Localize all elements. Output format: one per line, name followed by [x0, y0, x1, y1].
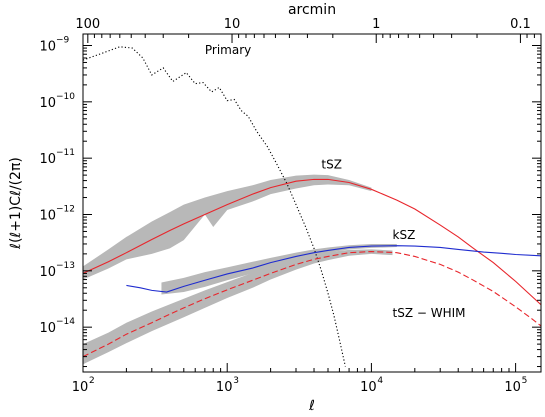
plot-frame: [82, 33, 542, 373]
y-tick-label-5: 10: [39, 321, 56, 336]
x-tick-label-3: 10: [504, 380, 521, 395]
y-tick-label-0: 10: [39, 39, 56, 54]
series-label-1: tSZ: [321, 158, 342, 172]
y-tick-label-4: 10: [39, 265, 56, 280]
y-tick-label-2: 10: [39, 152, 56, 167]
y-tick-exp-4: −13: [56, 261, 75, 271]
y-tick-exp-3: −12: [56, 204, 75, 214]
y-tick-exp-1: −10: [56, 92, 75, 102]
x-tick-exp-1: 3: [233, 376, 239, 386]
y-tick-label-3: 10: [39, 208, 56, 223]
y-tick-exp-0: −9: [56, 35, 70, 45]
band-kSZ-scatter: [161, 243, 397, 295]
x-tick-exp-0: 2: [89, 376, 95, 386]
series-line-3: [83, 250, 541, 358]
x-tick-label-2: 10: [360, 380, 377, 395]
y-tick-exp-5: −14: [56, 317, 75, 327]
x-tick-exp-3: 5: [522, 376, 528, 386]
x-axis-label: ℓ: [308, 398, 315, 414]
top-tick-label-1: 10: [224, 17, 241, 32]
y-tick-exp-2: −11: [56, 148, 75, 158]
top-tick-label-3: 0.1: [510, 17, 531, 32]
band-tSZ-scatter: [83, 174, 372, 280]
top-tick-label-0: 100: [75, 17, 100, 32]
series-line-0: [83, 46, 346, 367]
series-labels: Primary tSZ kSZ tSZ − WHIM: [205, 43, 466, 320]
series-label-2: kSZ: [393, 228, 416, 242]
y-tick-label-1: 10: [39, 96, 56, 111]
top-tick-label-2: 1: [372, 17, 380, 32]
top-axis-label: arcmin: [288, 2, 336, 18]
scatter-bands: [83, 174, 397, 365]
series-label-0: Primary: [205, 43, 251, 57]
series-line-1: [83, 178, 541, 306]
series-label-3: tSZ − WHIM: [393, 306, 466, 320]
x-tick-label-1: 10: [216, 380, 233, 395]
series-line-2: [126, 245, 541, 293]
y-axis-label: ℓ(ℓ+1)Cℓ/(2π): [8, 157, 24, 250]
x-tick-exp-2: 4: [377, 376, 383, 386]
x-tick-label-0: 10: [72, 380, 89, 395]
series-lines: [83, 46, 541, 367]
